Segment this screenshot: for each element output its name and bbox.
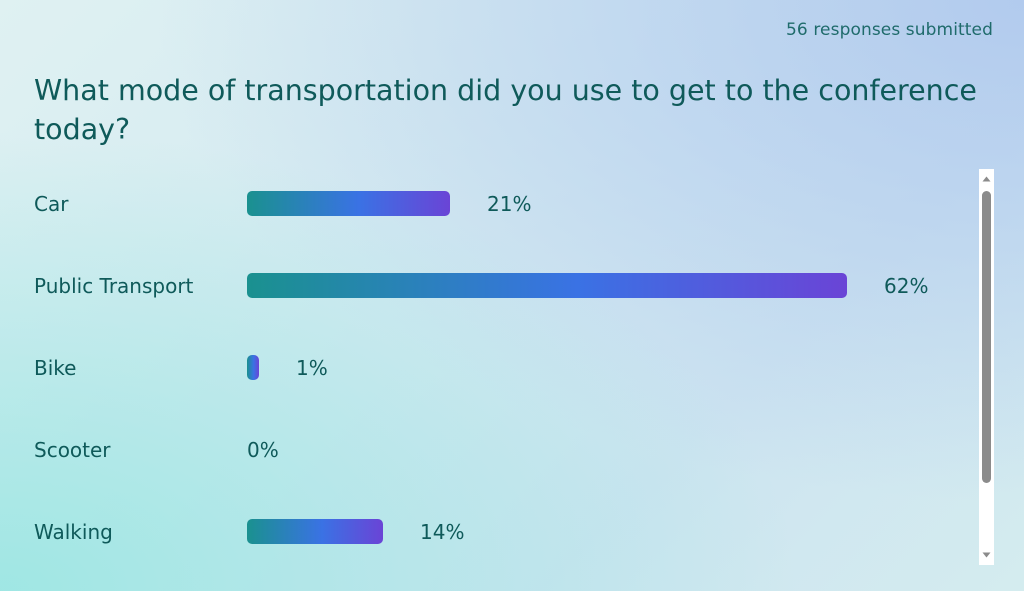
result-row-public-transport: Public Transport 62% (0, 266, 975, 306)
option-label: Walking (34, 520, 113, 544)
result-row-car: Car 21% (0, 184, 975, 224)
responses-count: 56 responses submitted (786, 20, 993, 40)
result-row-walking: Walking 14% (0, 512, 975, 552)
scroll-down-button[interactable] (979, 547, 994, 563)
option-label: Scooter (34, 438, 111, 462)
scroll-up-button[interactable] (979, 171, 994, 187)
result-row-bike: Bike 1% (0, 348, 975, 388)
option-label: Public Transport (34, 274, 194, 298)
result-bar (247, 355, 259, 380)
percent-label: 1% (296, 356, 328, 380)
vertical-scrollbar[interactable] (979, 169, 994, 565)
result-row-scooter: Scooter 0% (0, 430, 975, 470)
triangle-up-icon (982, 176, 991, 182)
poll-results: Car 21% Public Transport 62% Bike 1% Sco… (0, 162, 975, 582)
percent-label: 62% (884, 274, 929, 298)
percent-label: 21% (487, 192, 532, 216)
percent-label: 0% (247, 438, 279, 462)
triangle-down-icon (982, 552, 991, 558)
poll-question: What mode of transportation did you use … (34, 74, 977, 146)
option-label: Car (34, 192, 69, 216)
option-label: Bike (34, 356, 77, 380)
scroll-thumb[interactable] (982, 191, 991, 483)
result-bar (247, 273, 847, 298)
result-bar (247, 191, 450, 216)
percent-label: 14% (420, 520, 465, 544)
result-bar (247, 519, 383, 544)
